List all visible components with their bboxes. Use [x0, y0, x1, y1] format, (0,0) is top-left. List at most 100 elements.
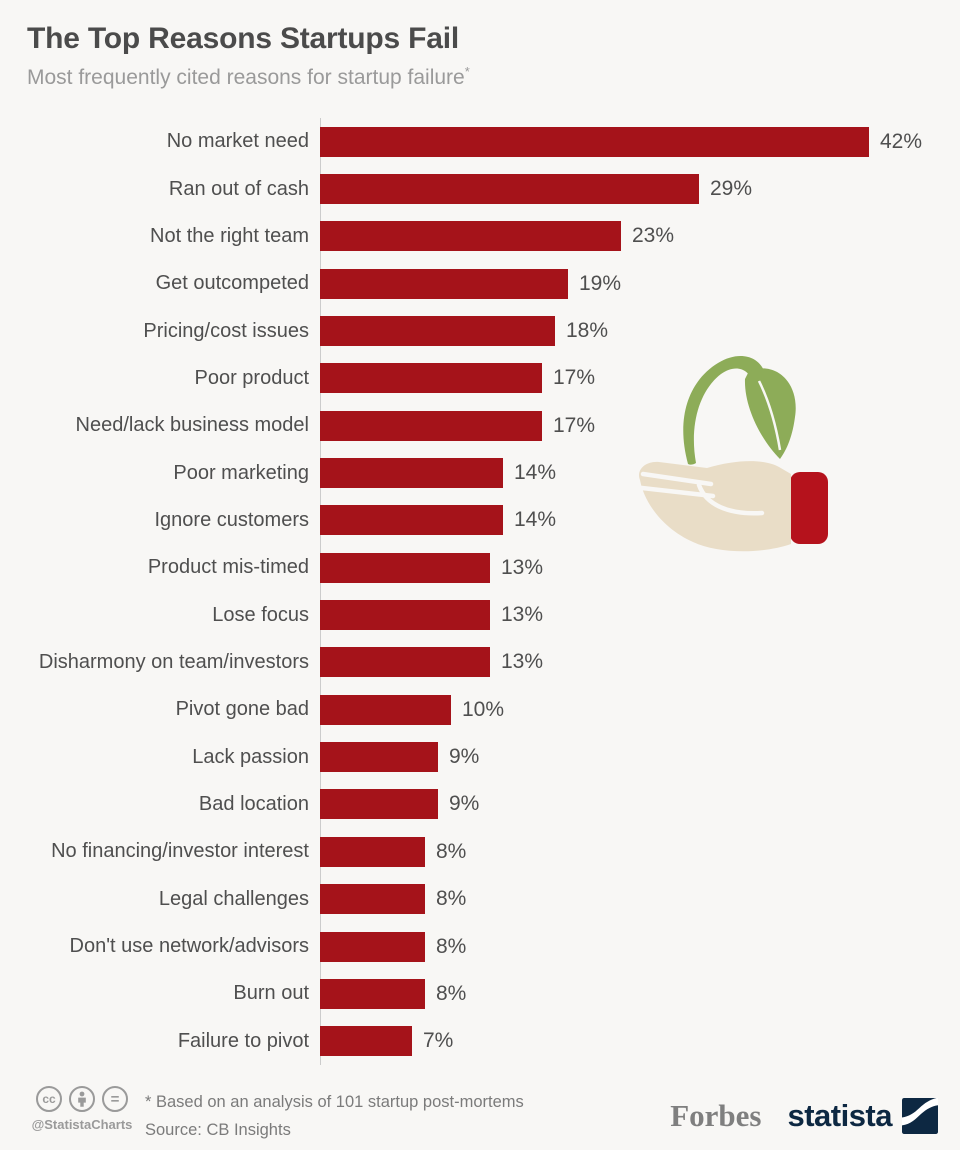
bar-value: 42% [880, 129, 923, 153]
bar-label: Don't use network/advisors [69, 935, 309, 958]
bar-value: 8% [436, 887, 467, 911]
bar-row: Not the right team 23% [0, 213, 960, 260]
bar-label: Get outcompeted [155, 272, 309, 295]
bar [320, 458, 503, 489]
bar [320, 600, 490, 631]
bar-track: 17% [320, 410, 596, 441]
bar-value: 8% [436, 839, 467, 863]
bar-track: 13% [320, 647, 544, 678]
bar-value: 7% [423, 1029, 454, 1053]
bar [320, 742, 438, 773]
bar [320, 126, 869, 157]
bar-row: No market need 42% [0, 118, 960, 165]
bar-label: Poor product [194, 366, 309, 389]
bar-row: Bad location 9% [0, 781, 960, 828]
footnotes: * Based on an analysis of 101 startup po… [145, 1088, 524, 1144]
bar-value: 19% [579, 271, 622, 295]
bar-value: 29% [710, 177, 753, 201]
footnote-marker: * [464, 64, 470, 79]
bar [320, 694, 451, 725]
bar-row: Pivot gone bad 10% [0, 686, 960, 733]
leaf-vein [757, 380, 782, 451]
bar-value: 8% [436, 934, 467, 958]
bar-row: Burn out 8% [0, 970, 960, 1017]
cc-icon: cc [36, 1086, 62, 1112]
bar-value: 17% [553, 413, 596, 437]
statista-wordmark: statista [787, 1098, 892, 1133]
bar [320, 884, 425, 915]
bar-label: Lose focus [212, 603, 309, 626]
bar-label: Poor marketing [173, 461, 309, 484]
sleeve-cuff [790, 472, 828, 544]
bar [320, 363, 542, 394]
bar-track: 9% [320, 789, 480, 820]
bar-label: Pricing/cost issues [143, 319, 309, 342]
page-subtitle: Most frequently cited reasons for startu… [27, 64, 470, 90]
bar-value: 9% [449, 792, 480, 816]
page-title: The Top Reasons Startups Fail [27, 22, 460, 55]
bar [320, 789, 438, 820]
bar-track: 23% [320, 221, 674, 252]
no-derivatives-icon: = [102, 1086, 128, 1112]
bar-value: 17% [553, 366, 596, 390]
bar-label: Burn out [233, 982, 309, 1005]
bar-track: 13% [320, 552, 544, 583]
bar-value: 13% [501, 603, 544, 627]
bar-label: Bad location [198, 792, 309, 815]
statista-logo: statista [787, 1098, 938, 1134]
bar-track: 13% [320, 600, 544, 631]
bar-track: 14% [320, 458, 557, 489]
hand-holding-sprout-illustration [639, 355, 828, 552]
thumb-outline [696, 482, 765, 516]
bar-chart: No market need 42% Ran out of cash 29% Not t… [0, 118, 960, 1065]
bar-value: 13% [501, 650, 544, 674]
bar-track: 9% [320, 742, 480, 773]
bar-label: Not the right team [150, 224, 309, 247]
bar-label: Need/lack business model [75, 414, 309, 437]
bar-label: Lack passion [192, 745, 309, 768]
statista-charts-handle: @StatistaCharts [31, 1117, 133, 1132]
forbes-logo: Forbes [670, 1098, 762, 1133]
bar [320, 268, 568, 299]
bar-track: 8% [320, 884, 467, 915]
bar-value: 9% [449, 745, 480, 769]
brand-logos: Forbes statista [670, 1098, 938, 1134]
bar [320, 221, 621, 252]
bar-track: 7% [320, 1026, 454, 1057]
bar [320, 836, 425, 867]
bar-value: 13% [501, 555, 544, 579]
finger-gap-1 [640, 471, 714, 487]
bar-track: 17% [320, 363, 596, 394]
chart-axis-line [320, 118, 321, 1065]
bar-value: 14% [514, 461, 557, 485]
subtitle-text: Most frequently cited reasons for startu… [27, 66, 465, 89]
bar [320, 410, 542, 441]
bar-row: Product mis-timed 13% [0, 544, 960, 591]
bar-track: 8% [320, 978, 466, 1009]
bar-row: Lose focus 13% [0, 591, 960, 638]
statista-logo-icon [902, 1098, 938, 1134]
bar-label: Legal challenges [158, 887, 309, 910]
bar-row: Ran out of cash 29% [0, 165, 960, 212]
attribution-icon [69, 1086, 95, 1112]
bar [320, 931, 425, 962]
sprout-leaf [744, 368, 796, 459]
sprout-stem [683, 355, 766, 465]
bar-track: 10% [320, 694, 505, 725]
bar [320, 978, 425, 1009]
bar-row: Don't use network/advisors 8% [0, 923, 960, 970]
bar-row: Need/lack business model 17% [0, 402, 960, 449]
bar [320, 647, 490, 678]
bar [320, 1026, 412, 1057]
bar-label: Failure to pivot [177, 1029, 309, 1052]
bar-row: Get outcompeted 19% [0, 260, 960, 307]
bar-track: 19% [320, 268, 622, 299]
bar-label: Ran out of cash [168, 177, 309, 200]
bar-value: 10% [462, 697, 505, 721]
bar-label: Product mis-timed [147, 556, 309, 579]
footnote-text: * Based on an analysis of 101 startup po… [145, 1093, 524, 1111]
bar-label: Ignore customers [154, 508, 309, 531]
bar [320, 174, 699, 205]
bar-row: No financing/investor interest 8% [0, 828, 960, 875]
bar-track: 29% [320, 174, 753, 205]
